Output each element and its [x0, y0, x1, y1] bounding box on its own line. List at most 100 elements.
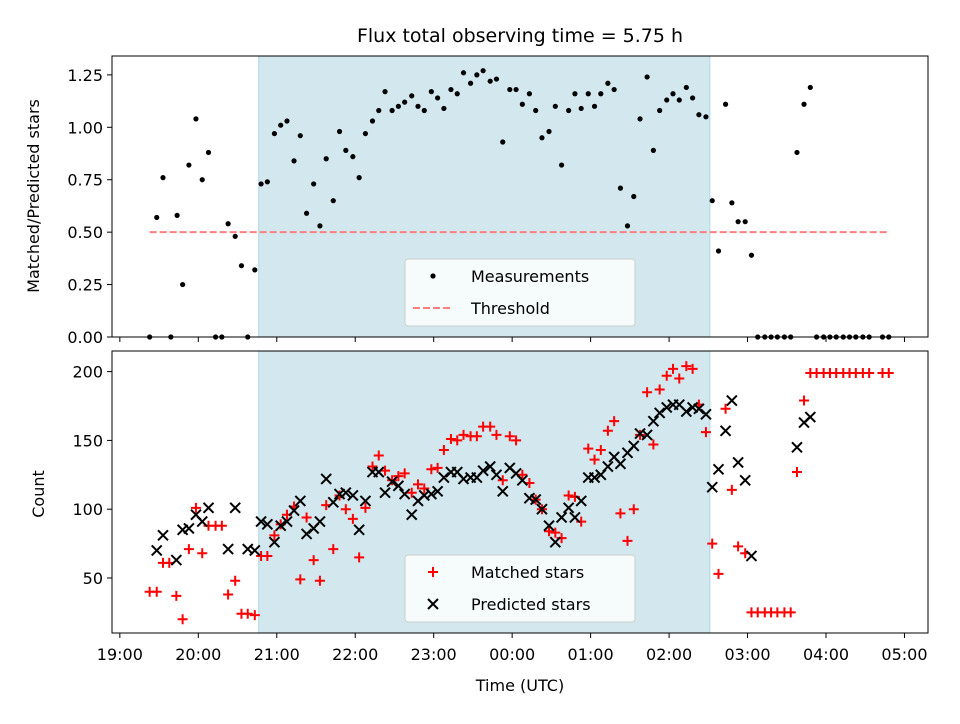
matched-star-point: [883, 368, 894, 379]
matched-star-point: [713, 568, 724, 579]
matched-star-point: [733, 541, 744, 552]
predicted-star-point: [536, 503, 548, 515]
measurement-point: [435, 95, 441, 101]
measurement-point: [729, 200, 735, 206]
x-tick-label: 20:00: [175, 645, 221, 664]
axes-frame-ratio: [111, 55, 929, 338]
measurement-point: [605, 80, 611, 86]
measurement-point: [748, 252, 755, 258]
predicted-star-point: [791, 441, 803, 454]
matched-star-point: [628, 504, 639, 515]
predicted-star-point: [353, 524, 365, 536]
matched-star-point: [583, 443, 594, 454]
matched-star-point: [308, 555, 319, 566]
measurement-point: [513, 86, 519, 93]
matched-star-point: [720, 403, 731, 414]
matched-star-point: [452, 435, 463, 446]
measurement-point: [428, 89, 434, 95]
measurement-point: [278, 122, 284, 128]
measurement-point: [336, 128, 343, 135]
y-tick-label-ratio: 0.00: [67, 328, 103, 347]
x-tick-label: 23:00: [411, 645, 457, 664]
legend-marker-predicted: [427, 598, 439, 610]
predicted-star-point: [693, 403, 705, 415]
matched-star-point: [197, 548, 208, 559]
matched-star-point: [438, 445, 449, 456]
predicted-star-point: [804, 411, 817, 423]
predicted-star-point: [170, 554, 183, 566]
predicted-star-point: [196, 515, 208, 528]
measurement-point: [409, 93, 415, 99]
measurement-point: [683, 84, 689, 91]
predicted-star-point: [516, 474, 529, 487]
predicted-star-point: [529, 493, 542, 506]
measurement-point: [264, 179, 270, 185]
measurement-point: [160, 175, 166, 181]
x-tick-label: 05:00: [881, 645, 927, 664]
matched-star-point: [622, 535, 633, 546]
matched-star-point: [681, 361, 692, 372]
y-tick-label-count: 200: [72, 363, 103, 382]
predicted-star-point: [628, 440, 640, 452]
legend-label: Matched stars: [471, 563, 584, 582]
matched-star-point: [249, 610, 260, 621]
matched-star-point: [413, 479, 423, 490]
measurement-point: [474, 72, 480, 78]
measurement-point: [715, 248, 722, 254]
predicted-star-point: [431, 485, 444, 498]
matched-star-point: [648, 439, 659, 450]
x-tick-label: 00:00: [489, 645, 535, 664]
measurement-point: [460, 70, 467, 76]
predicted-star-point: [288, 504, 300, 517]
y-tick-label-count: 100: [72, 500, 103, 519]
matched-star-point: [595, 445, 606, 456]
y-tick-label-count: 150: [72, 431, 103, 450]
measurement-point: [232, 233, 238, 239]
predicted-star-point: [373, 466, 385, 478]
measurement-point: [303, 210, 310, 216]
matched-star-point: [360, 502, 371, 513]
predicted-star-point: [647, 415, 660, 427]
predicted-star-point: [327, 496, 339, 509]
measurement-point: [382, 89, 388, 95]
matched-star-point: [419, 483, 430, 494]
x-tick-label: 01:00: [568, 645, 614, 664]
measurement-point: [676, 97, 682, 103]
matched-star-point: [544, 526, 555, 537]
measurement-point: [323, 156, 329, 162]
matched-star-point: [471, 431, 482, 442]
x-tick-label: 02:00: [646, 645, 692, 664]
predicted-star-point: [653, 407, 666, 419]
predicted-star-point: [359, 495, 372, 507]
matched-star-point: [791, 467, 802, 478]
measurement-point: [258, 181, 264, 187]
predicted-star-point: [555, 511, 568, 524]
measurement-point: [703, 114, 709, 120]
matched-star-point: [354, 552, 365, 563]
measurement-point: [362, 130, 369, 137]
measurement-point: [598, 91, 604, 97]
measurement-point: [317, 223, 323, 229]
measurement-point: [690, 95, 696, 101]
predicted-star-point: [255, 515, 267, 528]
measurement-point: [735, 219, 741, 225]
matched-star-point: [171, 590, 182, 601]
matched-star-point: [864, 368, 875, 379]
measurement-point: [558, 162, 565, 168]
panel-count: 50 100 150 200 19:00 20:00 21:00 22:00 23:00 00:0…: [72, 350, 929, 664]
predicted-star-point: [543, 519, 555, 532]
axes-frame-count: [111, 350, 929, 634]
measurement-point: [644, 74, 650, 80]
predicted-star-point: [151, 544, 163, 557]
predicted-star-point: [202, 502, 215, 514]
measurement-point: [402, 99, 408, 105]
predicted-star-point: [438, 471, 450, 484]
matched-star-point: [216, 520, 227, 531]
measurement-point: [585, 91, 591, 97]
matched-star-point: [458, 429, 469, 440]
measurement-point: [199, 177, 205, 183]
predicted-star-point: [379, 486, 391, 499]
matched-star-point: [799, 395, 810, 406]
matched-star-point: [602, 425, 613, 436]
